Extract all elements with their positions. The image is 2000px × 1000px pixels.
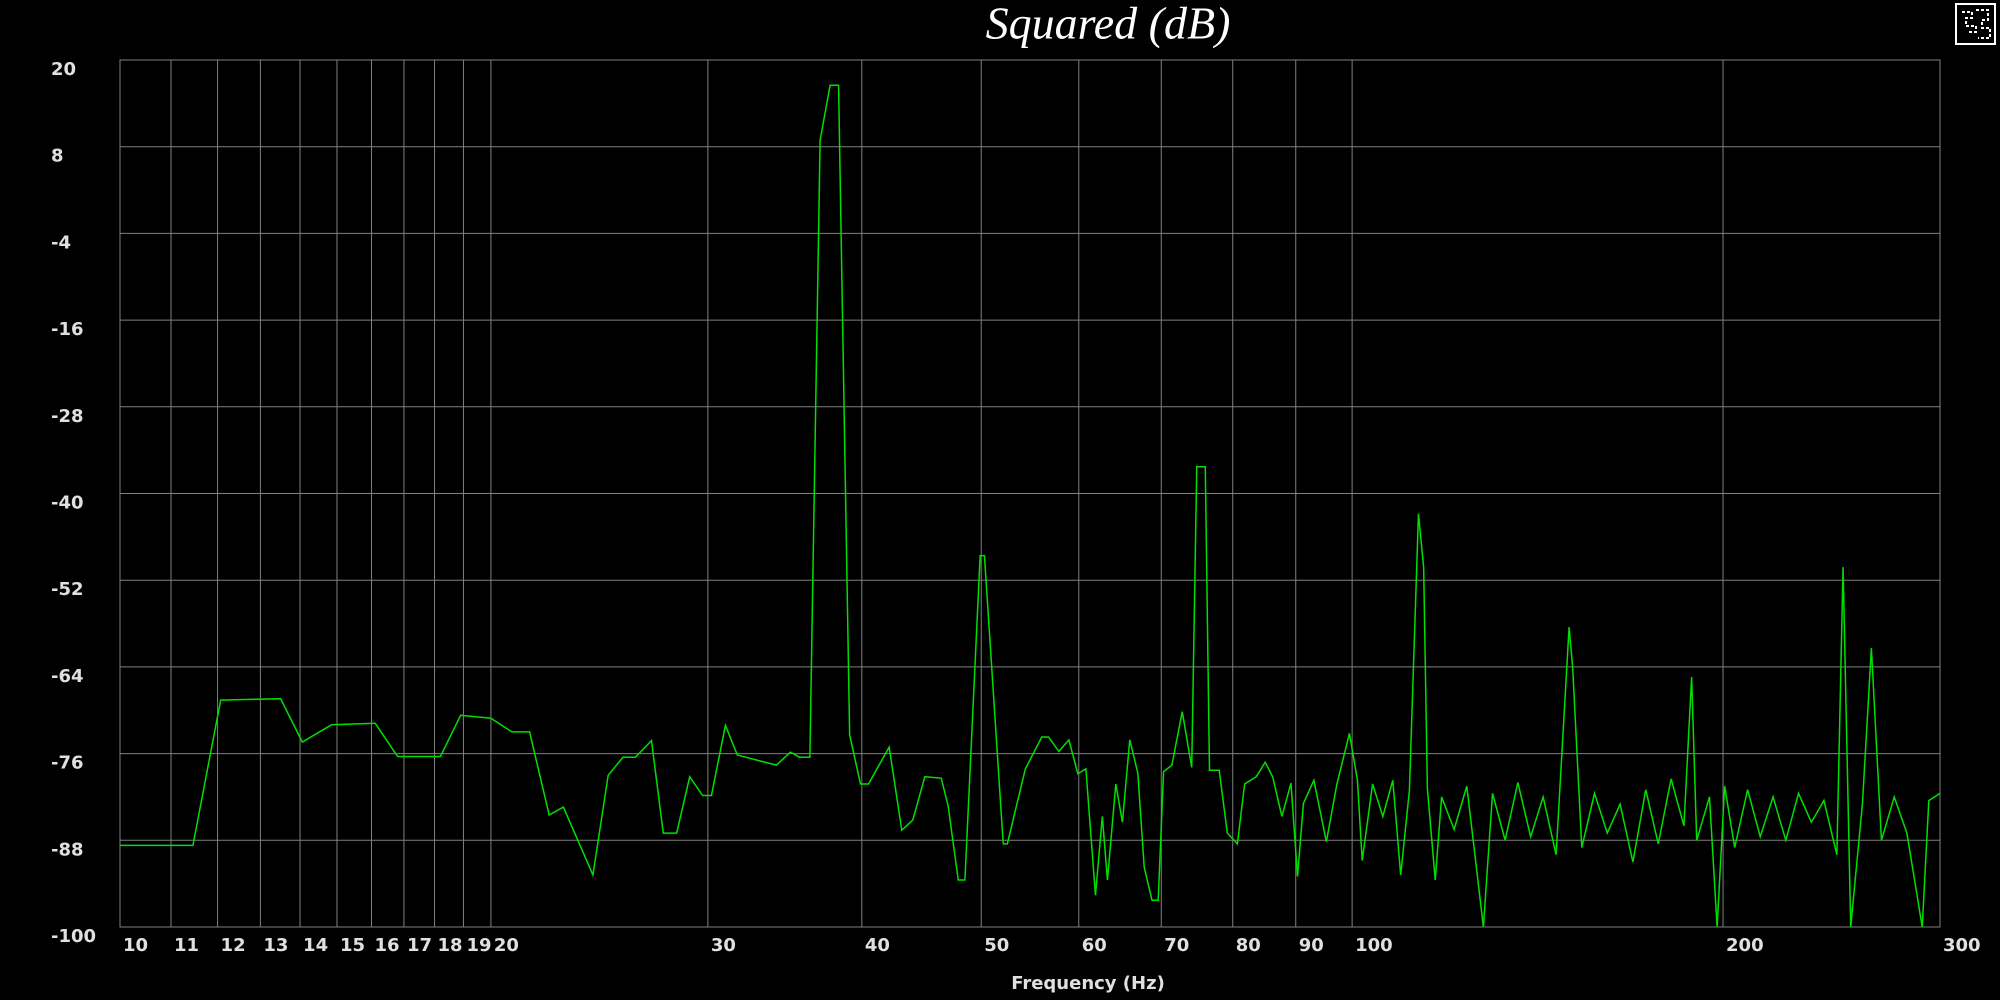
x-axis-title: Frequency (Hz): [1011, 973, 1165, 994]
y-tick-label: -4: [51, 232, 71, 253]
x-tick-label: 11: [174, 935, 199, 956]
y-tick-label: 8: [51, 146, 64, 167]
x-tick-label: 19: [466, 935, 491, 956]
x-tick-label: 200: [1726, 935, 1764, 956]
x-tick-label: 70: [1164, 935, 1189, 956]
x-tick-label: 20: [494, 935, 519, 956]
x-tick-label: 80: [1236, 935, 1261, 956]
x-tick-label: 14: [303, 935, 328, 956]
y-tick-label: -16: [51, 319, 84, 340]
window-icon[interactable]: [1955, 3, 1996, 45]
x-tick-label: 17: [407, 935, 432, 956]
y-tick-label: -76: [51, 753, 84, 774]
y-tick-label: -52: [51, 579, 84, 600]
icon-frame: [1955, 3, 1996, 45]
x-tick-label: 13: [263, 935, 288, 956]
y-tick-label: -100: [51, 926, 96, 947]
x-tick-label: 12: [221, 935, 246, 956]
x-tick-label: 18: [438, 935, 463, 956]
x-tick-label: 100: [1355, 935, 1393, 956]
x-tick-label: 40: [865, 935, 890, 956]
icon-glyph: [1962, 9, 1991, 39]
y-tick-label: -88: [51, 839, 84, 860]
spectrum-line: [120, 84, 1941, 928]
x-tick-label: 60: [1082, 935, 1107, 956]
x-tick-label: 15: [340, 935, 365, 956]
y-tick-label: 20: [51, 59, 76, 80]
x-tick-label: 16: [375, 935, 400, 956]
x-tick-label: 300: [1943, 935, 1981, 956]
y-tick-label: -40: [51, 493, 84, 514]
x-tick-label: 30: [711, 935, 736, 956]
x-tick-label: 10: [123, 935, 148, 956]
plot-frame: [119, 59, 1941, 928]
x-tick-label: 90: [1299, 935, 1324, 956]
x-tick-label: 50: [984, 935, 1009, 956]
y-tick-label: -28: [51, 406, 84, 427]
chart-title: Squared (dB): [986, 0, 1231, 49]
y-tick-label: -64: [51, 666, 84, 687]
